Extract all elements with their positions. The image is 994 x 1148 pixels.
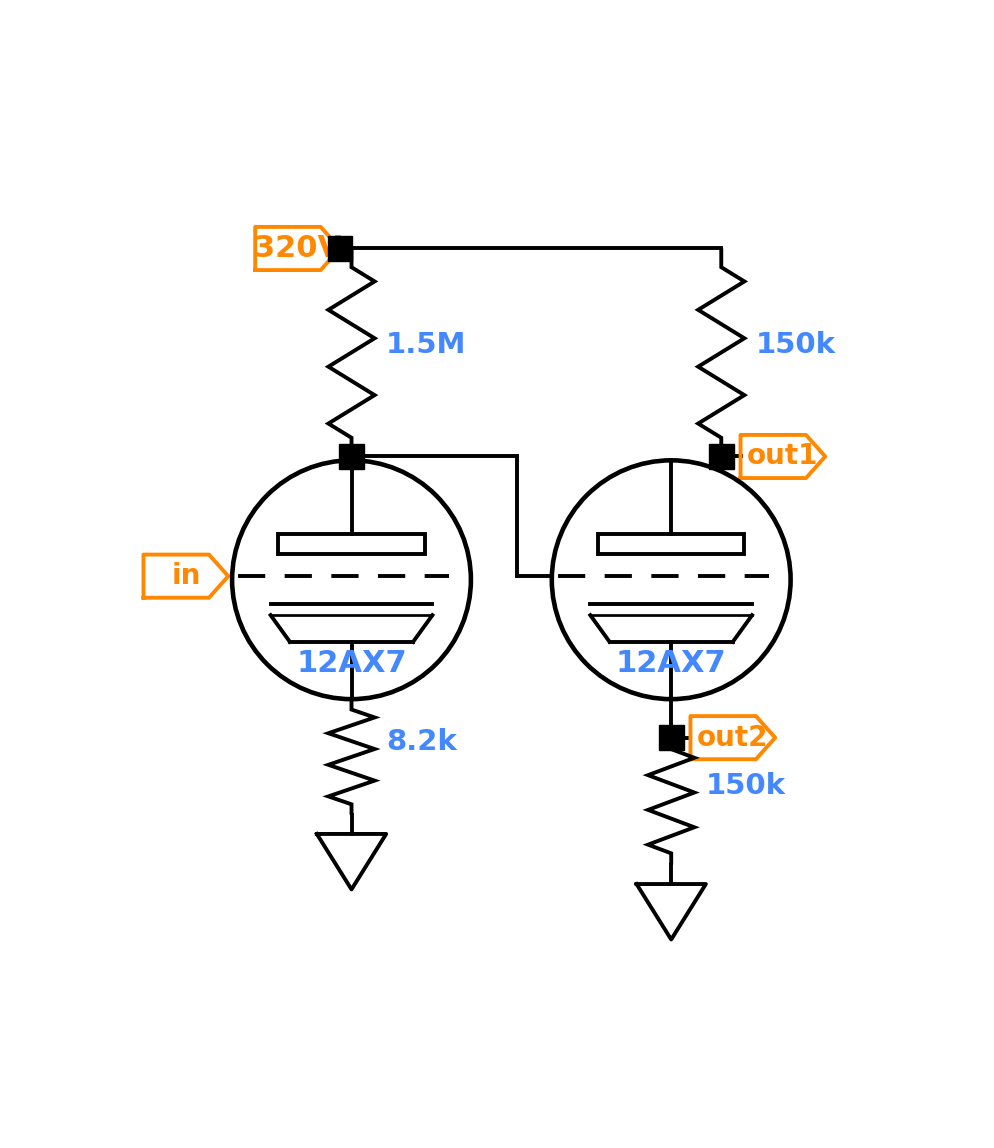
Text: 12AX7: 12AX7	[296, 649, 407, 677]
Text: in: in	[171, 563, 201, 590]
Text: 1.5M: 1.5M	[386, 331, 466, 359]
Text: 8.2k: 8.2k	[386, 728, 457, 755]
Text: 150k: 150k	[706, 771, 786, 800]
Bar	[339, 444, 364, 468]
Text: out2: out2	[697, 723, 768, 752]
Text: out1: out1	[747, 442, 819, 471]
Text: 320V: 320V	[254, 234, 341, 263]
Bar	[598, 534, 745, 553]
Bar	[709, 444, 734, 468]
Bar	[659, 726, 684, 750]
Text: 150k: 150k	[756, 331, 836, 359]
Bar	[278, 534, 424, 553]
Bar	[328, 236, 352, 261]
Text: 12AX7: 12AX7	[616, 649, 727, 677]
